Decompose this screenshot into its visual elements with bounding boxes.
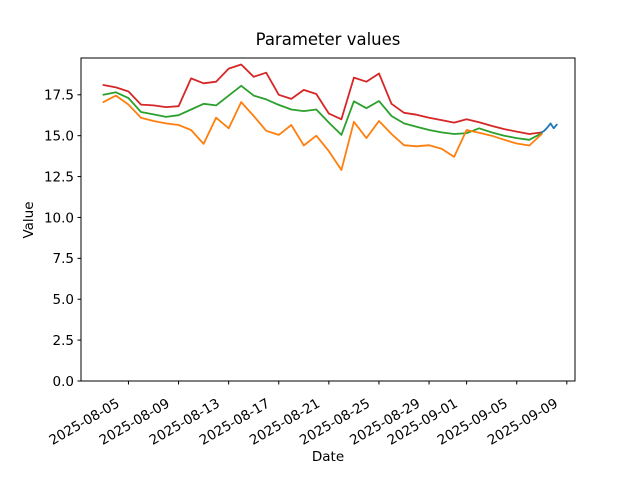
y-axis-ticks: 0.0 2.5 5.0 7.5 10.0 12.5 15.0 17.5 <box>44 88 81 390</box>
series-line-green <box>102 84 543 141</box>
plot-border <box>80 57 576 382</box>
series-line-blue <box>540 122 558 134</box>
y-axis-label: Value <box>21 201 37 238</box>
x-axis-ticks: 2025-08-052025-08-092025-08-132025-08-17… <box>46 381 568 449</box>
y-tick-label: 12.5 <box>44 169 74 185</box>
plot-area: 0.0 2.5 5.0 7.5 10.0 12.5 15.0 17.5 2025-08-052… <box>44 57 576 449</box>
chart-title: Parameter values <box>256 30 401 49</box>
y-tick-label: 5.0 <box>53 292 74 308</box>
y-tick-label: 15.0 <box>44 128 74 144</box>
y-tick-label: 7.5 <box>53 251 74 267</box>
y-tick-label: 2.5 <box>53 333 74 349</box>
y-tick-label: 0.0 <box>53 374 74 390</box>
x-axis-label: Date <box>312 449 344 465</box>
series-line-red <box>102 63 543 135</box>
series-line-orange <box>102 94 543 171</box>
series-lines <box>102 63 558 171</box>
y-tick-label: 17.5 <box>44 88 74 104</box>
y-tick-label: 10.0 <box>44 210 74 226</box>
